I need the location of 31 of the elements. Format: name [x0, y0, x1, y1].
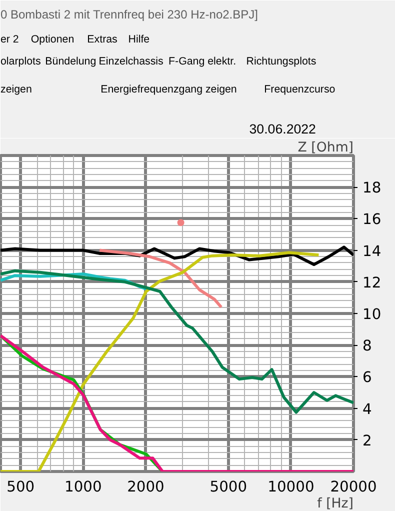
x-tick-label: 20000 [330, 478, 377, 496]
y-tick-label: 10 [362, 306, 382, 323]
text: Energiefrequenzgang zeigen [100, 84, 237, 96]
text: Bündelung [45, 56, 96, 68]
text: F-Gang elektr. [168, 56, 236, 68]
x-tick-label: 5000 [210, 478, 248, 496]
x-tick-label: 2000 [127, 478, 164, 496]
text: er 2 [0, 34, 19, 46]
text: Optionen [30, 34, 74, 46]
text: Einzelchassis [98, 56, 164, 68]
x-tick-label: 1000 [64, 478, 102, 496]
text: Hilfe [128, 34, 150, 46]
y-tick-label: 12 [362, 274, 382, 292]
text: Extras [87, 34, 118, 46]
y-tick-label: 14 [362, 242, 382, 260]
y-tick-label: 2 [362, 432, 372, 450]
y-axis-title: Z [Ohm] [298, 140, 354, 156]
y-tick-label: 4 [362, 400, 372, 418]
y-tick-label: 6 [362, 369, 372, 386]
x-tick-label: 500 [6, 478, 35, 496]
y-tick-label: 18 [362, 180, 382, 197]
chart-title: 0 Bombasti 2 mit Trennfreq bei 230 Hz-no2.BPJ] [0, 8, 258, 22]
text: Frequenzcurso [264, 84, 336, 96]
y-tick-label: 8 [362, 338, 372, 355]
text: olarplots [0, 56, 41, 68]
x-tick-label: 10000 [268, 478, 314, 496]
text: 30.06.2022 [249, 122, 316, 136]
text: Richtungsplots [246, 56, 316, 68]
x-axis-title: f [Hz] [317, 496, 354, 511]
y-tick-label: 16 [362, 211, 382, 228]
text: zeigen [0, 84, 32, 96]
